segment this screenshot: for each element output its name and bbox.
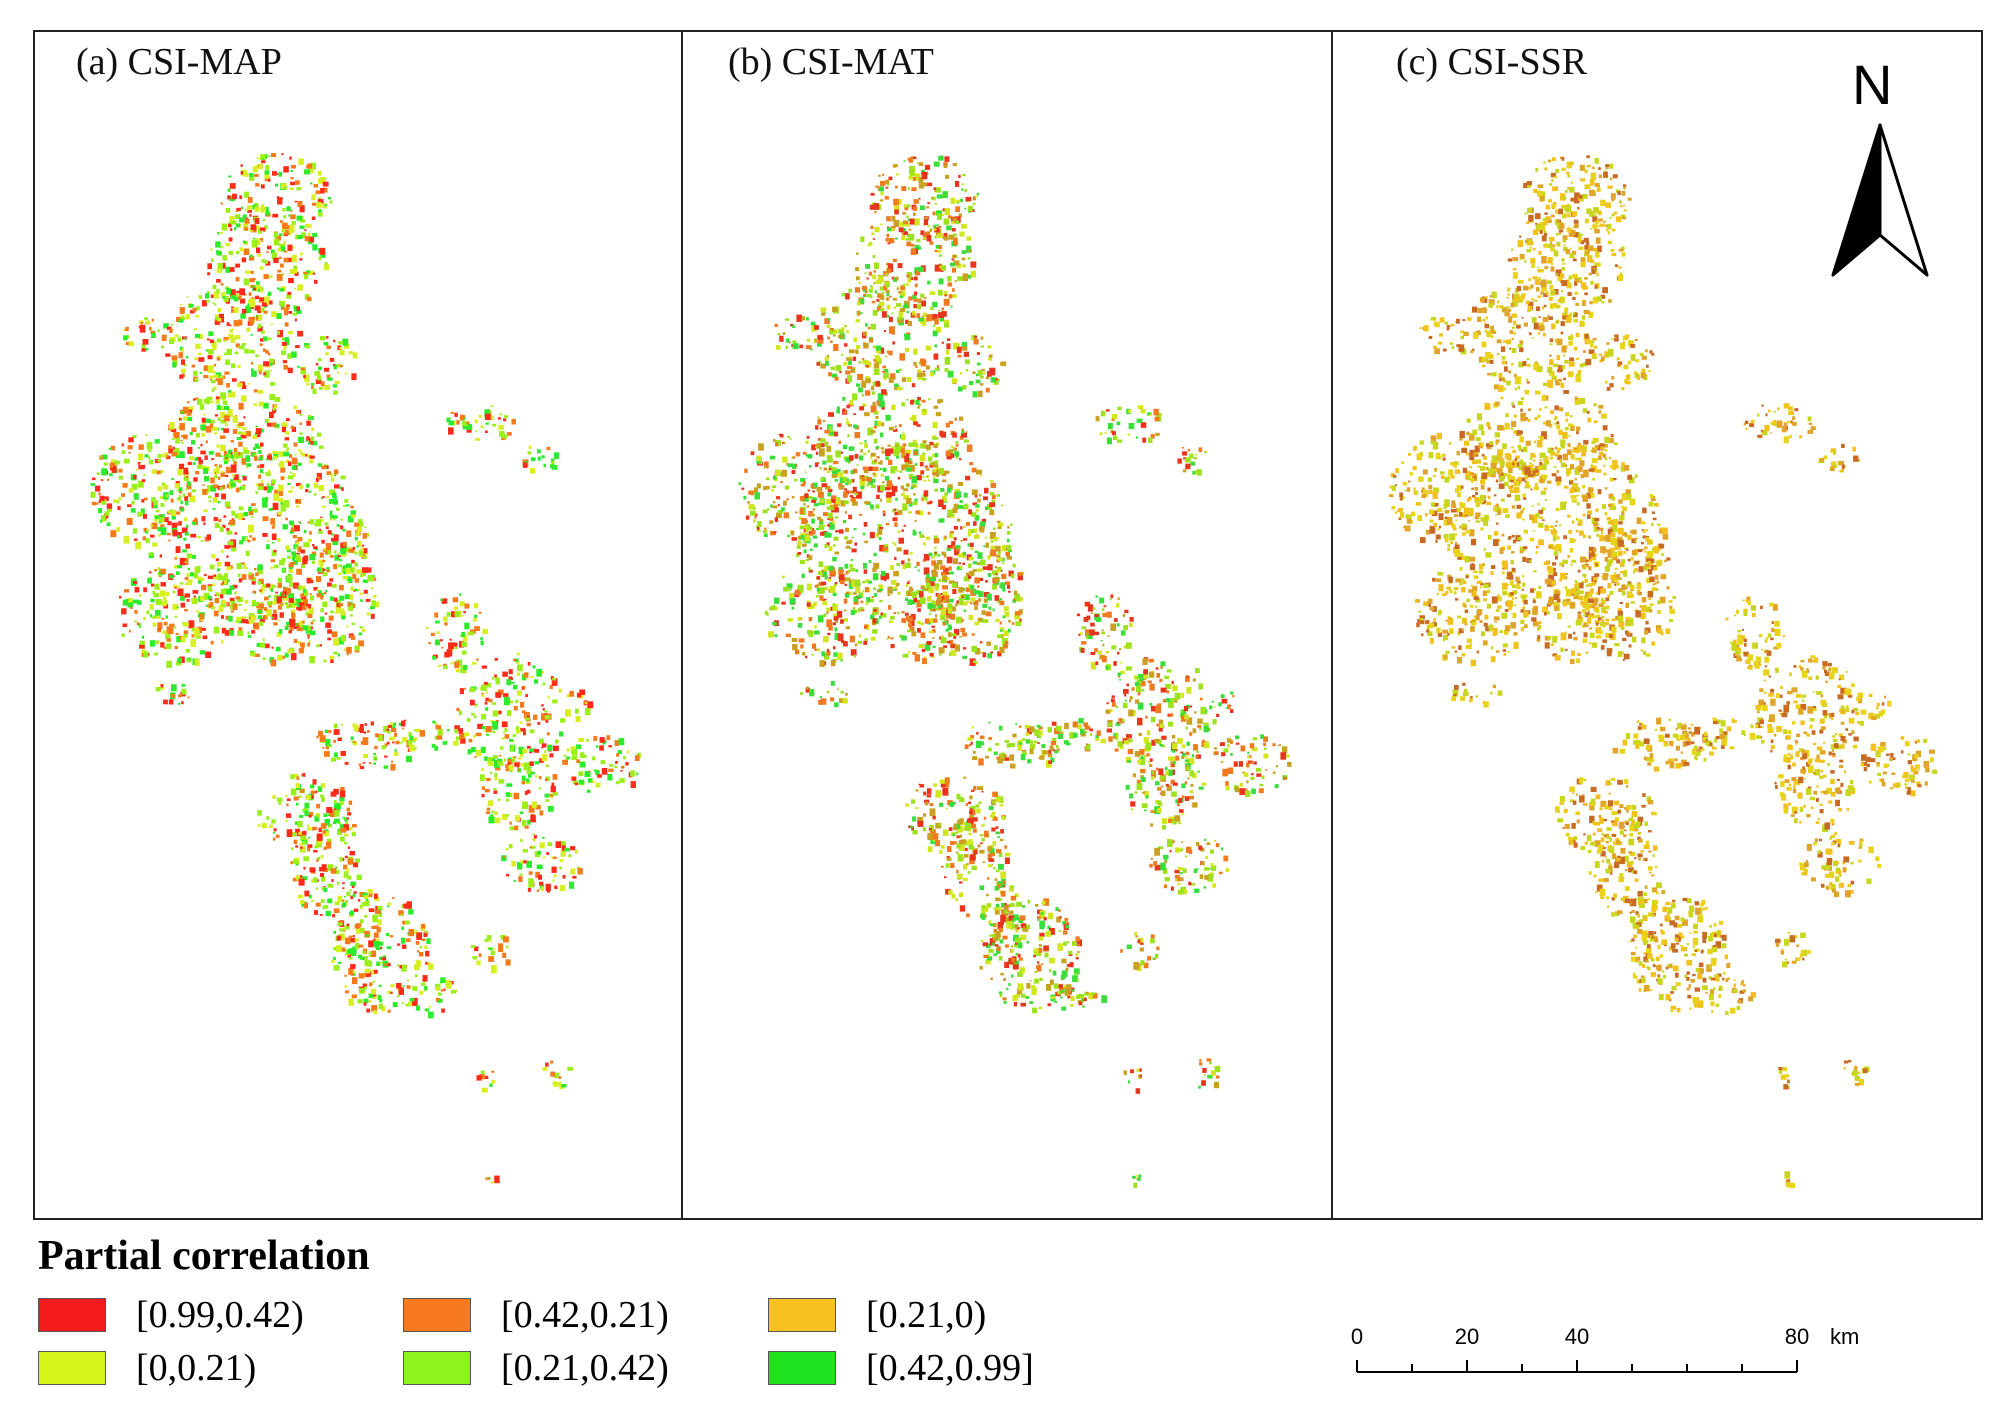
legend-item-3: [0.21,0): [768, 1294, 987, 1336]
legend-label-3: [0.21,0): [866, 1294, 987, 1336]
panel-c-title: (c) CSI-SSR: [1396, 41, 1588, 83]
legend-label-6: [0.42,0.99]: [866, 1347, 1034, 1389]
north-arrow-icon: [1831, 123, 1929, 277]
legend-swatch-3: [768, 1298, 836, 1332]
legend-label-2: [0.42,0.21): [501, 1294, 669, 1336]
legend-swatch-5: [403, 1351, 471, 1385]
scale-tick-label-40: 40: [1565, 1324, 1589, 1349]
vegetation-patches: [90, 153, 641, 1184]
scale-tick-label-80: 80: [1785, 1324, 1809, 1349]
vegetation-patches: [738, 155, 1292, 1188]
legend-item-2: [0.42,0.21): [403, 1294, 669, 1336]
legend-label-4: [0,0.21): [136, 1347, 257, 1389]
scale-bar: 0 20 40 80 km: [1351, 1324, 1859, 1373]
legend-item-1: [0.99,0.42): [38, 1294, 304, 1336]
legend-swatch-1: [38, 1298, 106, 1332]
panel-b-title: (b) CSI-MAT: [728, 41, 934, 83]
panel-b: [681, 30, 1333, 1220]
legend-swatch-4: [38, 1351, 106, 1385]
legend-item-6: [0.42,0.99]: [768, 1347, 1034, 1389]
scale-tick-label-20: 20: [1455, 1324, 1479, 1349]
vegetation-patches: [1388, 155, 1938, 1189]
legend-item-4: [0,0.21): [38, 1347, 257, 1389]
map-panel-c: [1388, 155, 1938, 1189]
panel-a: [33, 30, 683, 1220]
legend-title: Partial correlation: [38, 1233, 370, 1279]
north-arrow-label: N: [1852, 53, 1893, 116]
map-panel-a: [90, 153, 641, 1184]
legend-item-5: [0.21,0.42): [403, 1347, 669, 1389]
panel-a-title: (a) CSI-MAP: [76, 41, 282, 83]
legend-label-5: [0.21,0.42): [501, 1347, 669, 1389]
legend-swatch-2: [403, 1298, 471, 1332]
map-panel-b: [738, 155, 1292, 1188]
scale-bar-line: [1356, 1360, 1798, 1373]
scale-tick-label-0: 0: [1351, 1324, 1363, 1349]
scale-unit-label: km: [1830, 1324, 1859, 1349]
legend-swatch-6: [768, 1351, 836, 1385]
legend-label-1: [0.99,0.42): [136, 1294, 304, 1336]
